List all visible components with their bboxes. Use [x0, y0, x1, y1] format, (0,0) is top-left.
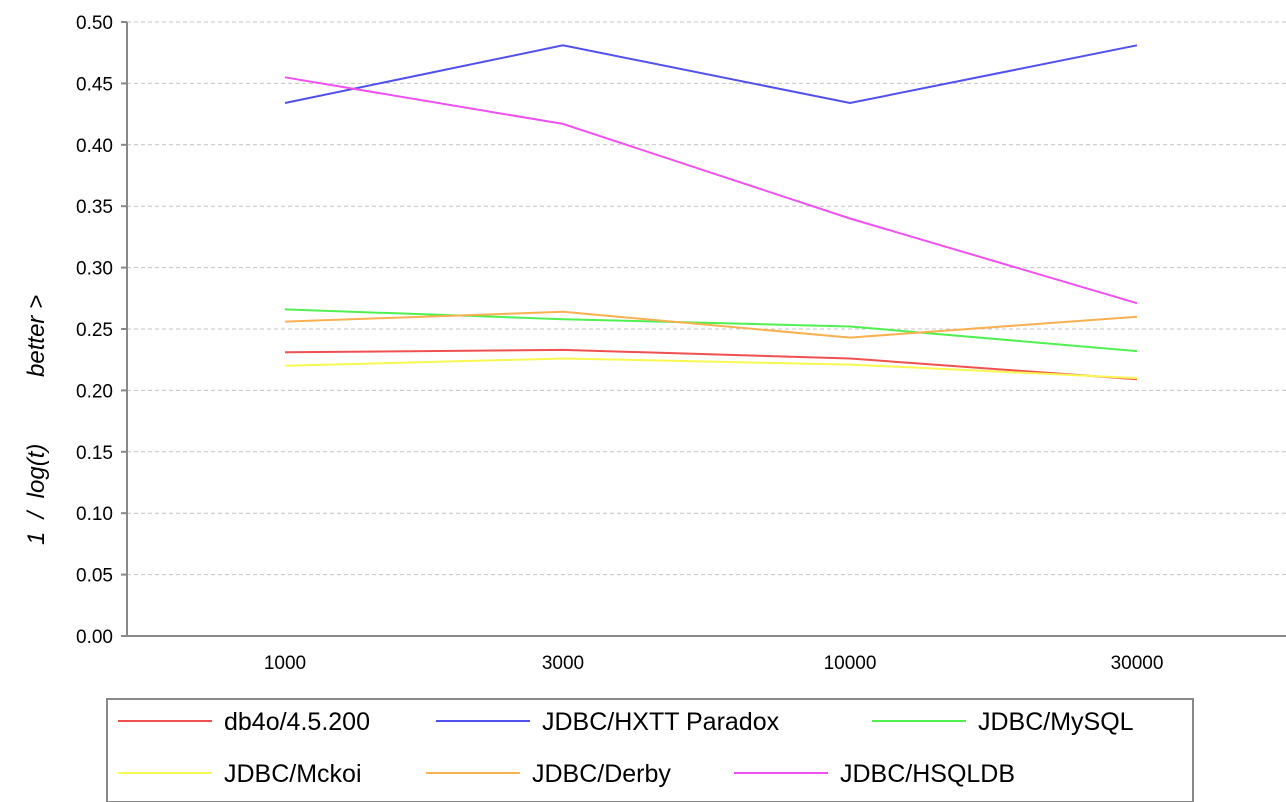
y-tick-labels: 0.00 0.05 0.10 0.15 0.20 0.25 0.30 0.35 0.40 0.45… [76, 13, 127, 648]
y-tick-label: 0.10 [76, 504, 113, 525]
legend-label: JDBC/MySQL [978, 708, 1134, 736]
grid-lines [127, 21, 1286, 576]
y-axis-label: 1 / log(t) better > [23, 295, 50, 545]
x-tick-label: 10000 [824, 653, 877, 674]
y-tick-label: 0.35 [76, 197, 113, 218]
legend-label: db4o/4.5.200 [224, 708, 370, 736]
legend-label: JDBC/HSQLDB [840, 760, 1015, 788]
y-tick-label: 0.25 [76, 320, 113, 341]
legend: db4o/4.5.200 JDBC/HXTT Paradox JDBC/MySQL J… [118, 708, 1134, 788]
y-tick-label: 0.15 [76, 443, 113, 464]
series-line-4 [284, 310, 1138, 339]
y-tick-label: 0.20 [76, 381, 113, 402]
legend-label: JDBC/Derby [532, 760, 671, 788]
series-line-5 [284, 76, 1138, 305]
series-line-2 [284, 308, 1138, 353]
series-line-0 [284, 348, 1138, 381]
y-tick-label: 0.40 [76, 136, 113, 157]
x-tick-label: 1000 [264, 653, 306, 674]
y-tick-label: 0.30 [76, 259, 113, 280]
x-tick-label: 30000 [1111, 653, 1164, 674]
y-tick-label: 0.45 [76, 74, 113, 95]
series-line-1 [284, 44, 1138, 105]
series-line-3 [284, 357, 1138, 380]
y-tick-label: 0.05 [76, 566, 113, 587]
series-lines [284, 44, 1138, 381]
x-tick-label: 3000 [542, 653, 584, 674]
legend-label: JDBC/Mckoi [224, 760, 362, 788]
x-tick-labels: 1000 3000 10000 30000 [264, 653, 1164, 674]
y-tick-label: 0.00 [76, 627, 113, 648]
legend-label: JDBC/HXTT Paradox [542, 708, 780, 736]
axes [126, 22, 1286, 637]
legend-box [106, 698, 1194, 802]
y-tick-label: 0.50 [76, 13, 113, 34]
